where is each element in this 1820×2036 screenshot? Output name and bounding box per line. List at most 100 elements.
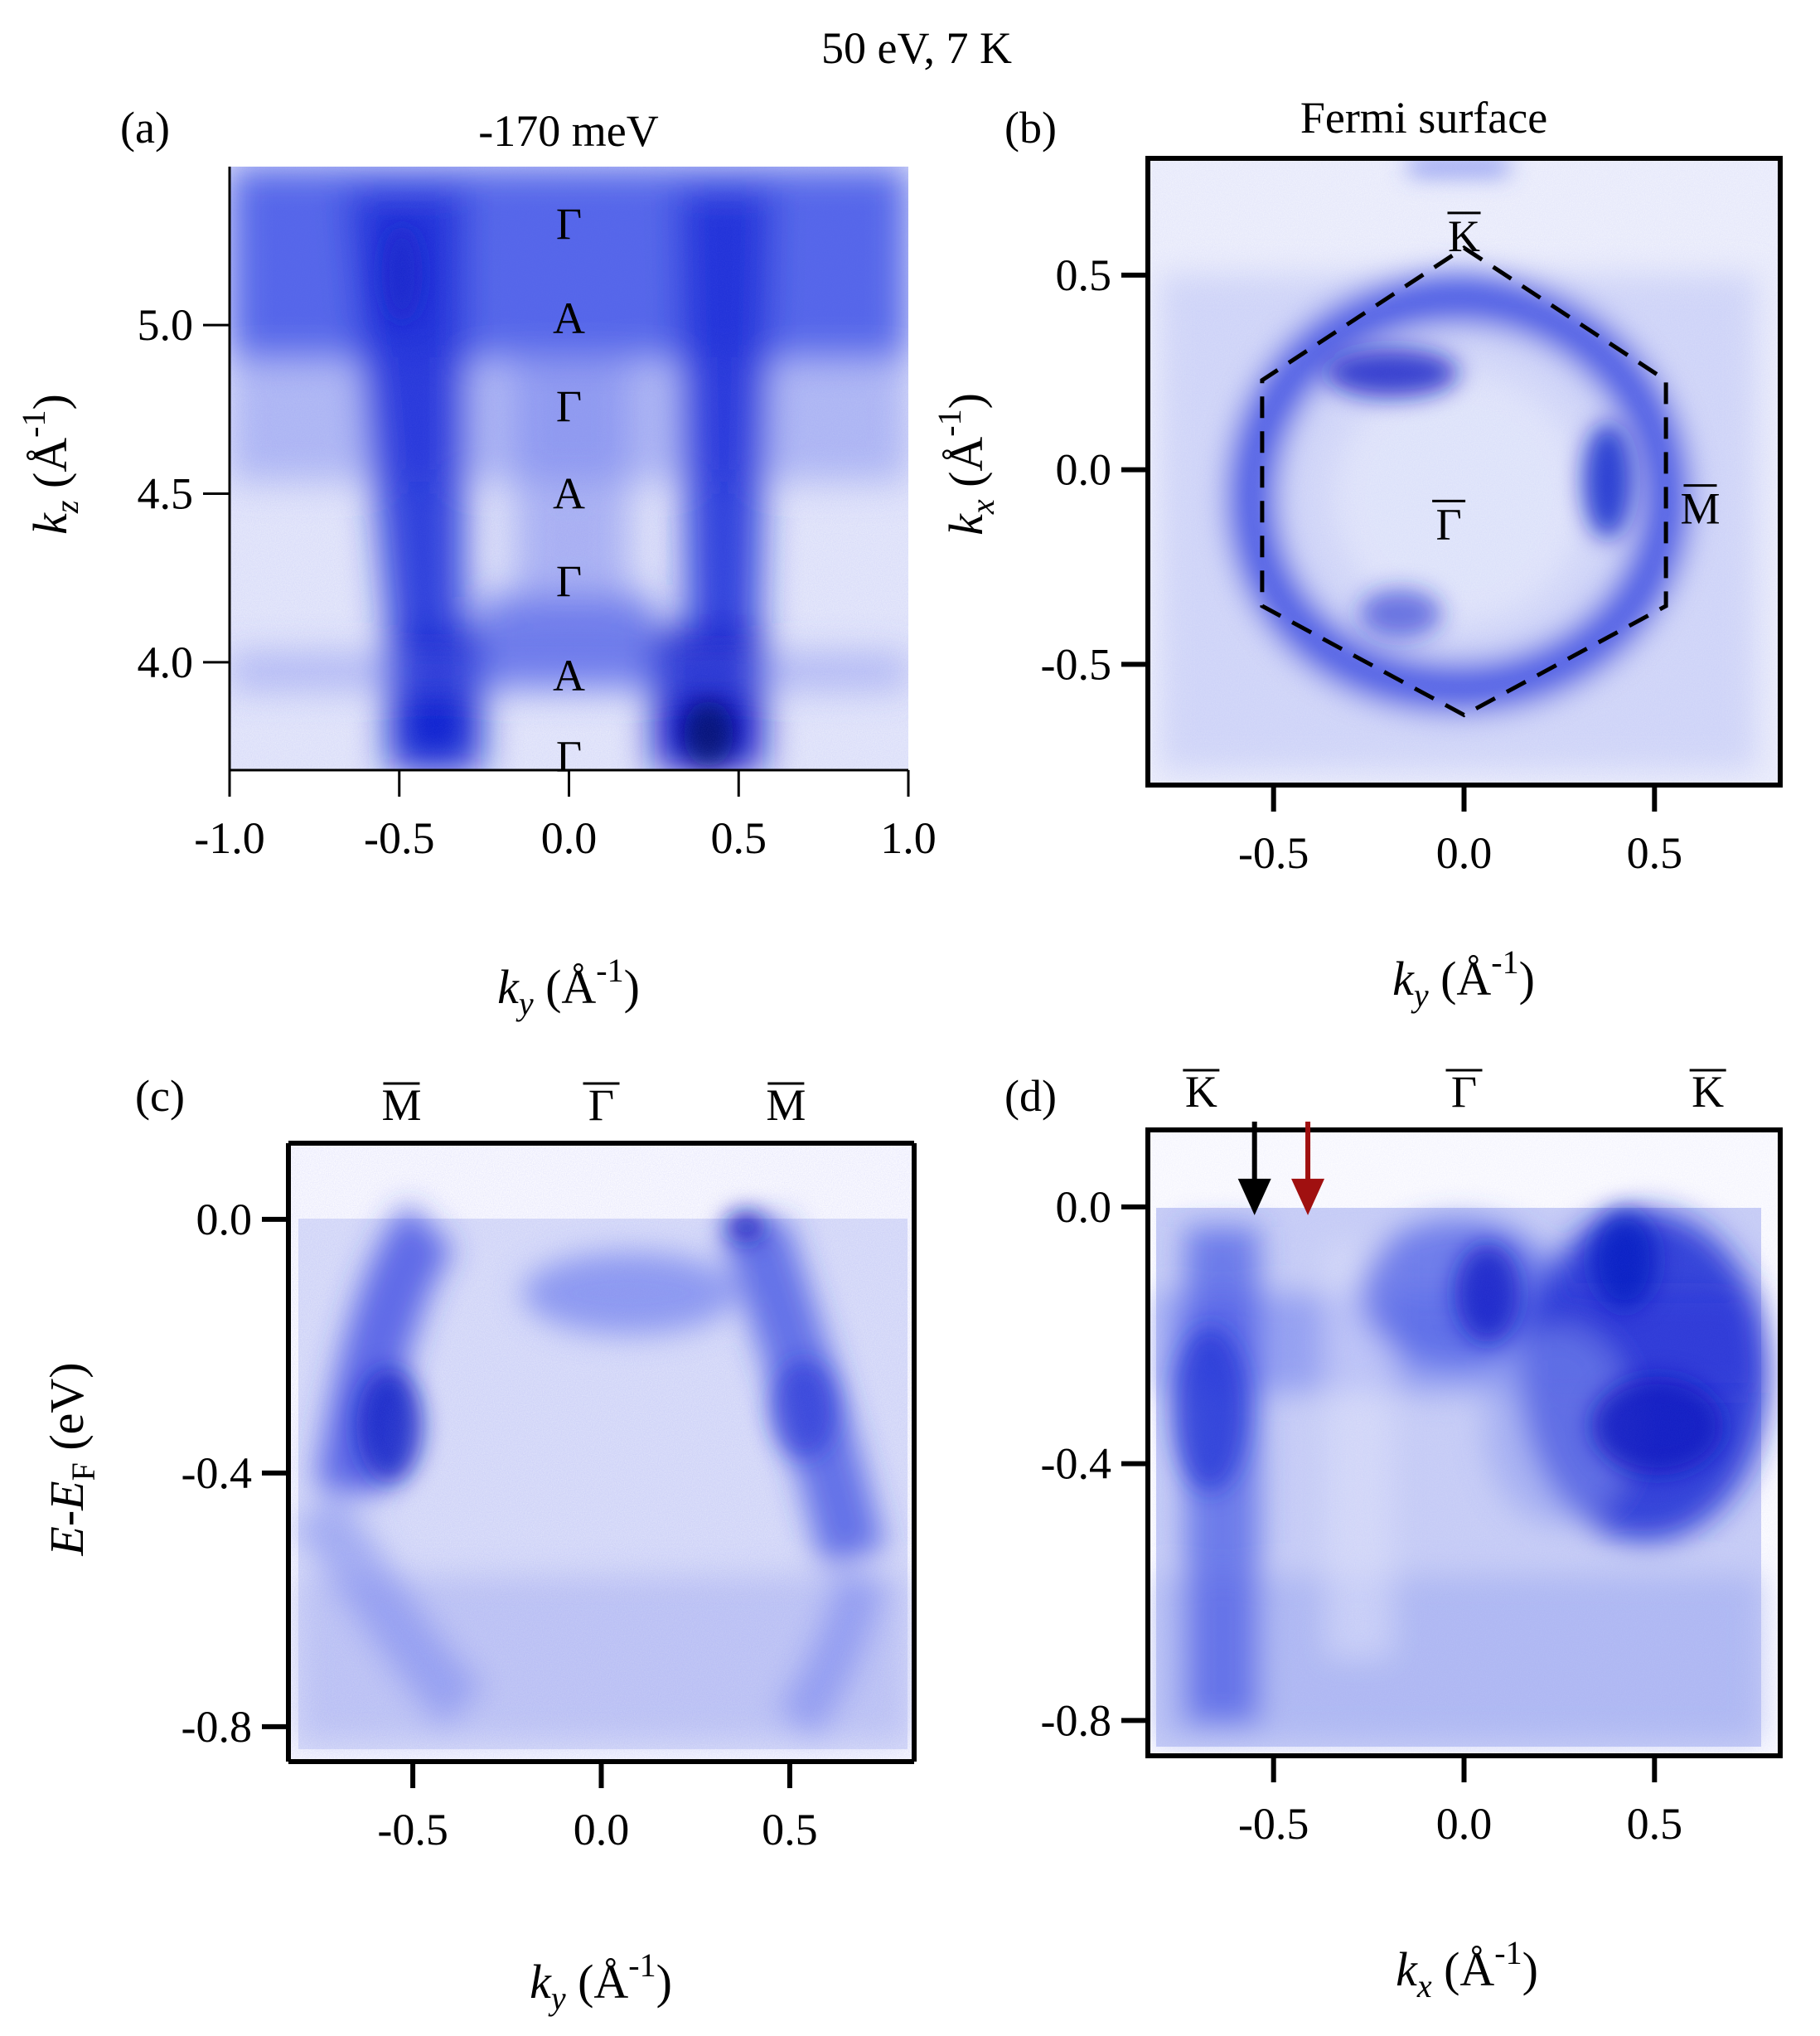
ytick-label-a-0: 4.0 [138, 637, 194, 687]
xlabel-c: ky (Å-1) [530, 1946, 672, 2017]
arrow-black-head [1237, 1178, 1271, 1215]
xtick-label-d-1: 0.0 [1436, 1799, 1493, 1849]
annotation-a-4: Γ [556, 556, 582, 606]
heatmap-c [288, 1143, 914, 1762]
xtick-label-a-0: -1.0 [194, 813, 264, 863]
ylabel-c: E-EF (eV) [40, 1362, 102, 1556]
xlabel-b: ky (Å-1) [1392, 943, 1535, 1014]
heatmap-b [1148, 158, 1780, 785]
annotation-a-3: A [553, 469, 585, 519]
ylabel-b-sym: k [939, 513, 993, 536]
xtick-label-c-0: -0.5 [377, 1805, 448, 1854]
top-label-d-2: K [1692, 1067, 1724, 1117]
xtick-label-a-2: 0.0 [541, 813, 598, 863]
ylabel-a-open: (Å [23, 438, 77, 501]
xtick-label-c-1: 0.0 [574, 1805, 630, 1854]
annotation-a-0: Γ [556, 199, 582, 249]
brillouin-zone [1260, 245, 1668, 718]
title-b: Fermi surface [1300, 93, 1547, 143]
panel-label-a: (a) [120, 103, 170, 153]
xtick-label-a-3: 0.5 [711, 813, 767, 863]
arrow-red-head [1291, 1178, 1325, 1215]
xlabel-b-sym: k [1392, 952, 1415, 1006]
xlabel-b-exp: -1 [1491, 943, 1518, 981]
yticks-a: 4.0 4.5 5.0 [138, 300, 230, 687]
yticks-c: 0.0 -0.4 -0.8 [182, 1195, 288, 1752]
ytick-label-c-2: -0.8 [182, 1702, 252, 1752]
annotation-a-2: Γ [556, 381, 582, 431]
xlabel-c-exp: -1 [628, 1946, 656, 1984]
xlabel-b-close: ) [1519, 952, 1535, 1006]
panel-label-c: (c) [135, 1071, 185, 1121]
ylabel-b: kx (Å-1) [931, 393, 1001, 536]
xlabel-c-sub: y [548, 1980, 566, 2017]
xlabel-d-open: (Å [1432, 1942, 1495, 1996]
xtick-label-a-1: -0.5 [364, 813, 434, 863]
top-label-c-0: M [381, 1080, 421, 1130]
annotations-b: K Γ M [1432, 211, 1720, 549]
xtick-label-d-2: 0.5 [1627, 1799, 1683, 1849]
annotations-a: Γ A Γ A Γ A Γ [553, 199, 585, 782]
xtick-label-b-2: 0.5 [1627, 828, 1683, 878]
xlabel-a-close: ) [624, 960, 640, 1014]
xlabel-c-sym: k [530, 1955, 552, 2009]
ylabel-b-exp: -1 [931, 409, 968, 436]
annotation-b-1: Γ [1436, 499, 1462, 549]
ylabel-a-close: ) [23, 394, 77, 410]
top-labels-d: K Γ K [1183, 1067, 1726, 1117]
ytick-label-a-2: 5.0 [138, 300, 194, 350]
ylabel-c-unit: (eV) [40, 1362, 94, 1462]
xtick-label-c-2: 0.5 [762, 1805, 818, 1854]
ytick-label-c-0: 0.0 [196, 1195, 253, 1244]
panel-d: (d) K Γ K [1004, 1067, 1783, 2004]
annotation-a-1: A [553, 293, 585, 343]
panel-b: (b) Fermi surface K Γ M [931, 93, 1783, 1014]
arrow-red [1291, 1122, 1325, 1215]
xticks-a: -1.0 -0.5 0.0 0.5 1.0 [194, 770, 937, 863]
xlabel-c-open: (Å [566, 1955, 629, 2009]
xticks-c: -0.5 0.0 0.5 [377, 1762, 818, 1854]
top-label-d-1: Γ [1451, 1067, 1477, 1117]
xlabel-a-sym: k [497, 960, 520, 1014]
heatmap-a [230, 167, 908, 770]
top-label-c-2: M [766, 1080, 806, 1130]
xlabel-d-exp: -1 [1494, 1934, 1522, 1971]
top-labels-c: M Γ M [381, 1080, 806, 1130]
panel-label-d: (d) [1004, 1071, 1057, 1121]
ylabel-b-open: (Å [939, 437, 993, 500]
ytick-label-b-2: 0.5 [1056, 250, 1112, 300]
ytick-label-a-1: 4.5 [138, 469, 194, 519]
ytick-label-b-1: 0.0 [1056, 445, 1112, 495]
xticks-d: -0.5 0.0 0.5 [1238, 1756, 1682, 1849]
heatmap-d [1148, 1130, 1780, 1756]
ylabel-b-sub: x [964, 499, 1001, 515]
annotation-a-5: A [553, 651, 585, 700]
xtick-label-b-0: -0.5 [1238, 828, 1309, 878]
ytick-label-c-1: -0.4 [182, 1448, 252, 1498]
ylabel-c-sub: F [65, 1462, 102, 1481]
top-label-d-0: K [1185, 1067, 1217, 1117]
ytick-label-d-0: 0.0 [1056, 1182, 1112, 1232]
xtick-label-a-4: 1.0 [880, 813, 937, 863]
annotation-b-2: M [1680, 484, 1720, 534]
xtick-label-d-0: -0.5 [1238, 1799, 1309, 1849]
xlabel-a-exp: -1 [596, 952, 623, 989]
xlabel-d-sym: k [1396, 1942, 1418, 1996]
annotation-b-0: K [1448, 211, 1480, 261]
xlabel-d-sub: x [1416, 1967, 1432, 2004]
ylabel-b-close: ) [939, 393, 993, 409]
arrow-black [1237, 1122, 1271, 1215]
panel-a: (a) -170 meV Γ A Γ [15, 103, 937, 1022]
xlabel-d-close: ) [1522, 1942, 1538, 1996]
ylabel-c-text: E-E [40, 1481, 94, 1556]
xlabel-a-sub: y [516, 985, 534, 1022]
xticks-b: -0.5 0.0 0.5 [1238, 785, 1682, 878]
top-label-c-1: Γ [588, 1080, 614, 1130]
ytick-label-d-1: -0.4 [1041, 1439, 1111, 1489]
ylabel-a-sym: k [23, 512, 77, 535]
xlabel-c-close: ) [656, 1955, 672, 2009]
panel-c: (c) M Γ M [40, 1071, 917, 2017]
ylabel-a: kz (Å-1) [15, 394, 85, 535]
ytick-label-d-2: -0.8 [1041, 1695, 1111, 1745]
